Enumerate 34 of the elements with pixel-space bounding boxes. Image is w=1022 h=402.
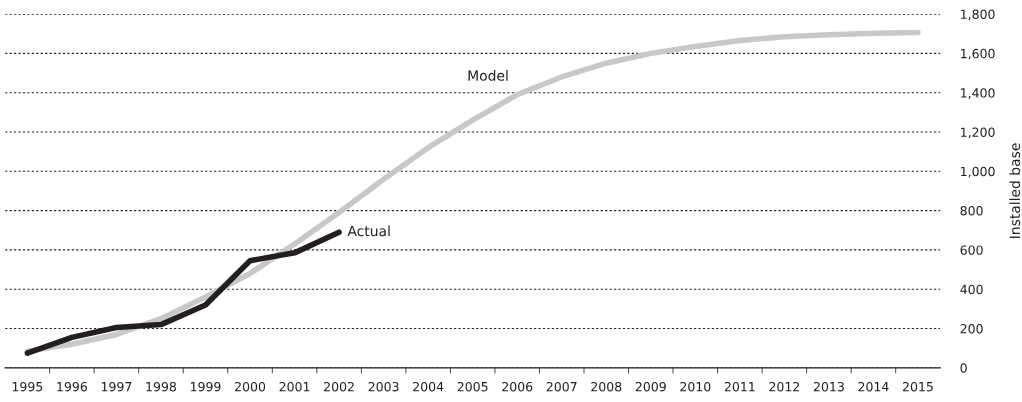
x-tick-label: 2004 [413, 381, 444, 392]
x-tick-label: 2007 [546, 381, 577, 392]
x-tick-label: 1996 [57, 381, 88, 392]
y-tick-label: 600 [960, 245, 983, 255]
y-axis-title: Installed base [1009, 143, 1021, 238]
x-tick-label: 2005 [457, 381, 488, 392]
x-tick-label: 2011 [724, 381, 755, 392]
x-tick-label: 2003 [368, 381, 399, 392]
y-tick-label: 0 [960, 363, 967, 373]
x-tick-label: 1998 [146, 381, 177, 392]
y-tick-label: 200 [960, 324, 983, 334]
x-tick-label: 2000 [235, 381, 266, 392]
x-tick-label: 2001 [279, 381, 310, 392]
y-tick-label: 1,000 [961, 166, 995, 178]
y-tick-label: 1,600 [961, 48, 995, 60]
x-tick-label: 2012 [769, 381, 800, 392]
x-tick-label: 2002 [324, 381, 354, 392]
series-label: Actual [347, 225, 390, 237]
y-tick-label: 400 [960, 284, 983, 295]
x-tick-label: 2015 [902, 381, 933, 392]
x-tick-label: 2006 [502, 381, 533, 392]
x-tick-label: 2010 [680, 381, 711, 392]
x-tick-label: 2009 [635, 381, 666, 392]
x-tick-label: 2013 [813, 381, 844, 392]
y-tick-label: 1,800 [961, 9, 995, 21]
x-tick-label: 1995 [12, 381, 43, 392]
x-tick-label: 2014 [858, 381, 889, 392]
y-tick-label: 1,200 [961, 127, 995, 139]
y-tick-label: 1,400 [961, 88, 995, 99]
series-label: Model [468, 70, 508, 81]
y-tick-label: 800 [960, 206, 983, 216]
x-tick-label: 2008 [591, 381, 622, 392]
x-tick-label: 1999 [190, 381, 221, 392]
x-tick-label: 1997 [101, 381, 132, 392]
